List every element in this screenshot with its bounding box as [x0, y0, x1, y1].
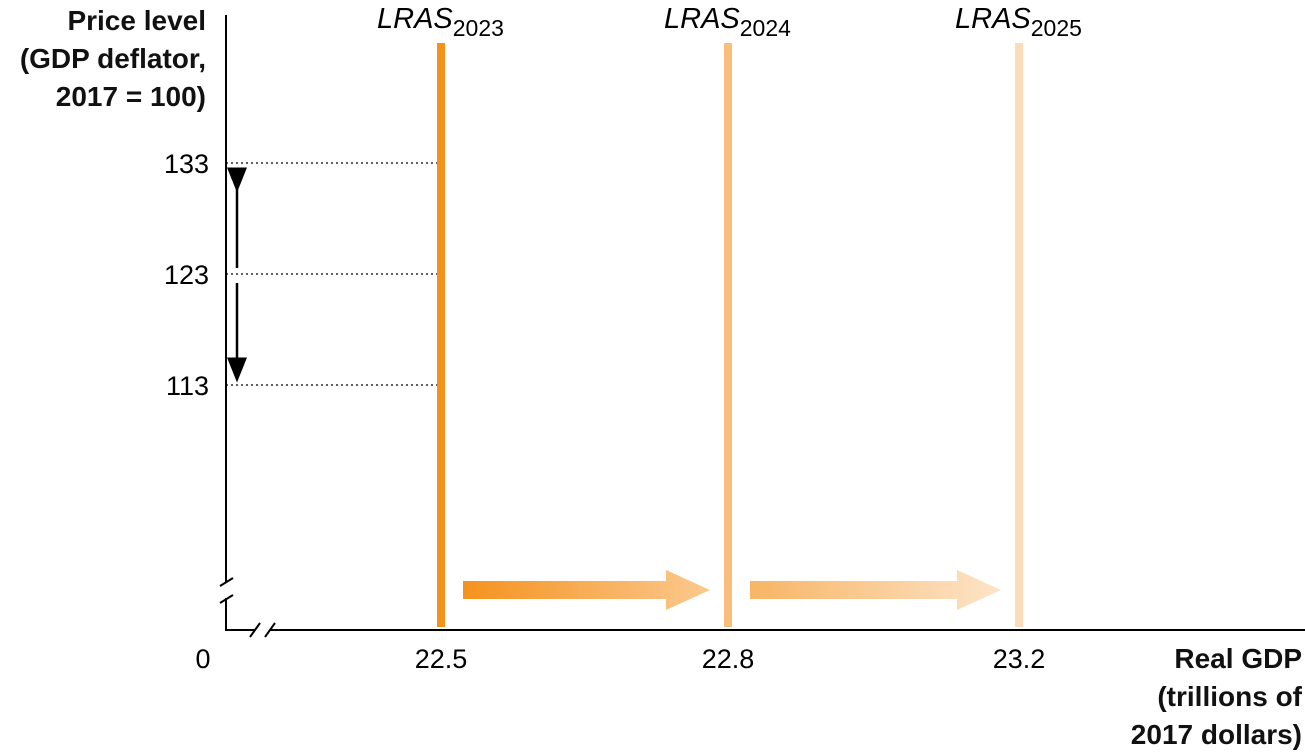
y-axis-label: Price level (GDP deflator, 2017 = 100)	[0, 2, 206, 116]
x-axis-label: Real GDP (trillions of 2017 dollars)	[1042, 640, 1302, 754]
y-axis-label-line-2: (GDP deflator,	[19, 43, 206, 74]
lras-label-name: LRAS	[664, 3, 740, 35]
y-tick-label: 133	[164, 149, 209, 179]
y-axis-break-icon	[219, 577, 234, 604]
lras-label-subscript: 2023	[453, 15, 504, 41]
x-axis-label-line-1: Real GDP	[1174, 643, 1302, 674]
lras-shift-arrow-icon	[463, 570, 710, 610]
y-axis-label-line-1: Price level	[67, 5, 206, 36]
x-axis-label-line-2: (trillions of	[1157, 681, 1302, 712]
x-axis-label-line-3: 2017 dollars)	[1130, 719, 1302, 750]
x-tick-label: 22.8	[702, 644, 755, 674]
lras-label-subscript: 2025	[1031, 15, 1082, 41]
x-axis-break-icon	[249, 622, 276, 638]
lras-shift-arrow-icon	[750, 570, 1001, 610]
lras-label-name: LRAS	[955, 3, 1031, 35]
y-tick-label: 113	[166, 371, 209, 401]
lras-label-subscript: 2024	[740, 15, 791, 41]
lras-label-name: LRAS	[377, 3, 453, 35]
lras-label-2024: LRAS2024	[664, 3, 791, 41]
x-tick-label: 23.2	[993, 644, 1046, 674]
y-tick-label: 123	[164, 260, 209, 290]
lras-label-2025: LRAS2025	[955, 3, 1082, 41]
lras-label-2023: LRAS2023	[377, 3, 504, 41]
x-tick-label: 22.5	[415, 644, 468, 674]
y-axis-label-line-3: 2017 = 100)	[55, 81, 206, 112]
origin-label: 0	[195, 644, 210, 674]
